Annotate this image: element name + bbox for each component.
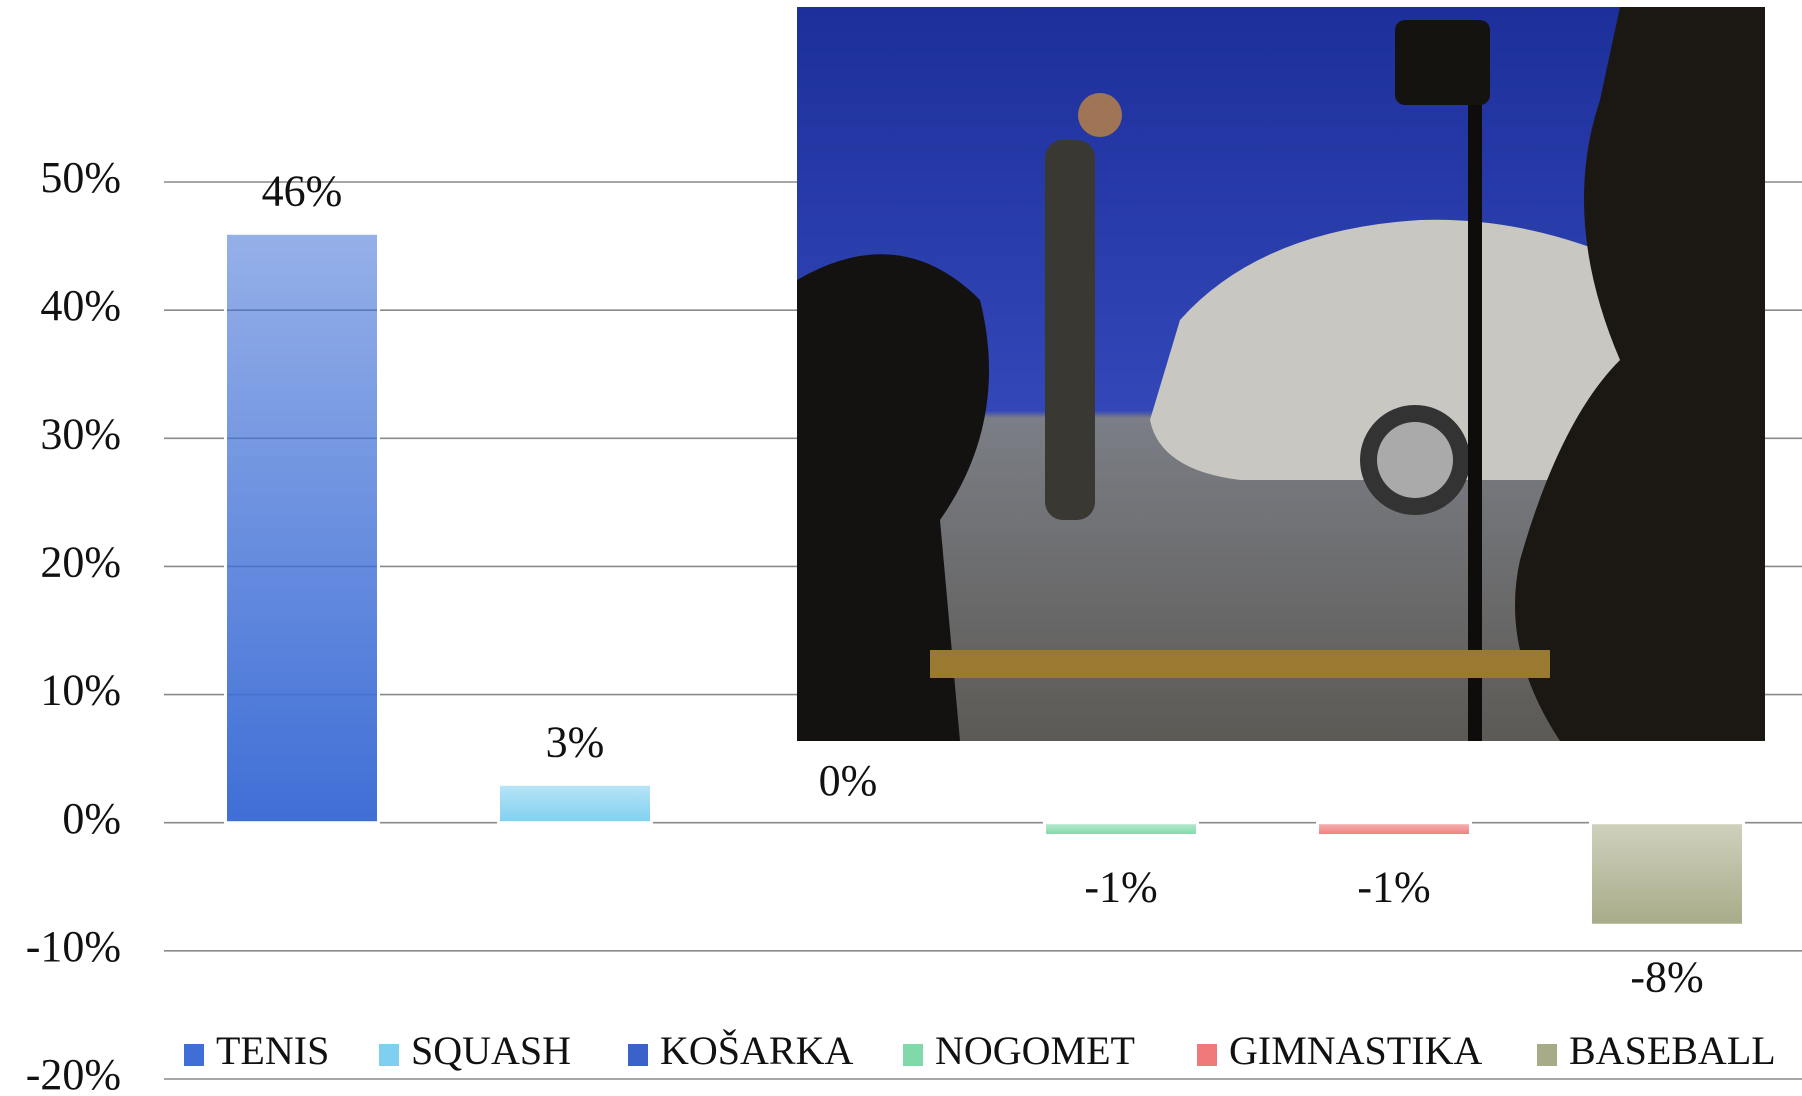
legend-label: BASEBALL: [1569, 1028, 1776, 1073]
bar: [1043, 821, 1199, 838]
photo-head: [1078, 93, 1122, 137]
y-tick-label: -10%: [26, 922, 121, 971]
y-tick-label: 50%: [40, 153, 121, 202]
value-label: 46%: [262, 166, 343, 215]
photo-rim: [1377, 422, 1453, 498]
legend-swatch: [1197, 1044, 1217, 1066]
legend-swatch: [379, 1044, 399, 1066]
value-label: -1%: [1357, 863, 1430, 912]
photo-man: [1045, 140, 1095, 520]
y-tick-label: 40%: [40, 281, 121, 330]
value-label: -8%: [1630, 952, 1703, 1001]
legend-swatch: [184, 1044, 204, 1066]
y-tick-label: 10%: [40, 666, 121, 715]
y-tick-label: 0%: [62, 794, 121, 843]
legend-swatch: [628, 1044, 648, 1066]
photo-camera: [1395, 20, 1490, 105]
legend-label: GIMNASTIKA: [1229, 1028, 1482, 1073]
y-tick-label: 20%: [40, 538, 121, 587]
plot: -20% -10% 0% 10% 20% 30% 40% 50% 46% 3% 0% -1% -1% -8…: [26, 153, 1776, 1096]
y-tick-label: -20%: [26, 1050, 121, 1096]
photo-rail: [930, 650, 1550, 678]
bar: [1316, 821, 1472, 838]
photo-tripod: [1468, 90, 1482, 741]
photo-silhouette: [1515, 7, 1765, 741]
y-tick-label: 30%: [40, 409, 121, 458]
legend-label: TENIS: [216, 1028, 329, 1073]
value-label: 3%: [546, 717, 605, 766]
legend-label: NOGOMET: [935, 1028, 1135, 1073]
bar: [1589, 821, 1745, 927]
legend-swatch: [1537, 1044, 1557, 1066]
bar: [497, 782, 653, 825]
legend-label: SQUASH: [411, 1028, 571, 1073]
photo: [797, 7, 1765, 741]
photo-silhouette: [797, 254, 989, 741]
legend-swatch: [903, 1044, 923, 1066]
value-label: -1%: [1084, 863, 1157, 912]
legend-label: KOŠARKA: [660, 1028, 853, 1073]
value-label: 0%: [819, 756, 878, 805]
bar: [224, 231, 380, 825]
